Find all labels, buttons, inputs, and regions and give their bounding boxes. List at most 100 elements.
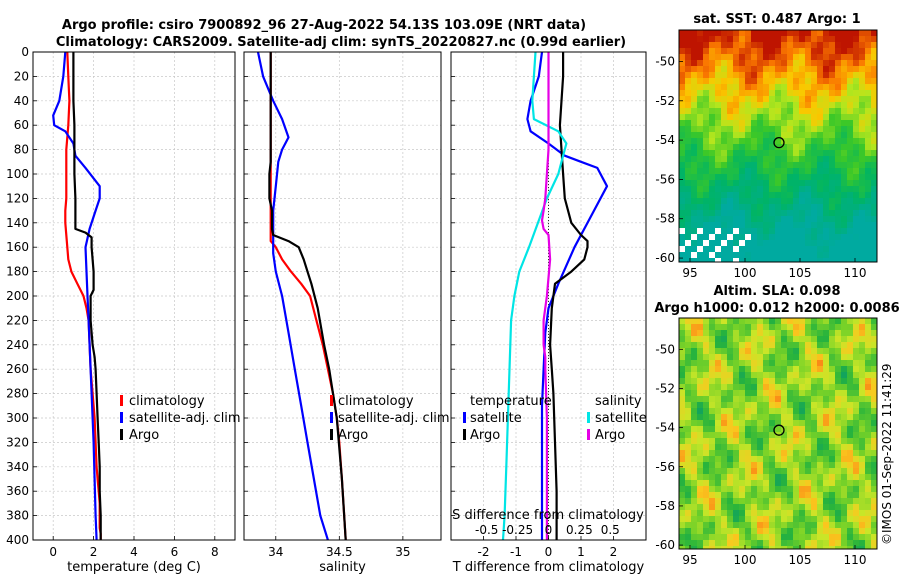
x-tick-label: 6 bbox=[171, 545, 179, 559]
map-frame bbox=[678, 317, 878, 550]
plot-frame bbox=[450, 51, 647, 541]
legend-label-s-satellite: satellite bbox=[595, 411, 647, 426]
legend-label-satellite: satellite-adj. clim bbox=[338, 411, 450, 426]
legend-label-t-argo: Argo bbox=[470, 428, 500, 443]
map-y-tick-label: -56 bbox=[655, 172, 675, 186]
s-difference-axis-label: S difference from climatology bbox=[452, 508, 644, 523]
salinity-legend: climatology satellite-adj. clim Argo bbox=[330, 394, 450, 443]
sla-map: 95 100 105 110 -50 -52 -54 -56 -58 -60 bbox=[655, 317, 878, 567]
map-y-tick-label: -58 bbox=[655, 212, 675, 226]
s-difference-ticks: -0.5 -0.25 0 0.25 0.5 bbox=[475, 523, 620, 537]
sla-map-title-line2: Argo h1000: 0.012 h2000: 0.0086 bbox=[654, 301, 899, 316]
legend-swatch-s-satellite bbox=[587, 412, 590, 423]
difference-panel: -2 -1 0 1 2T difference from climatology bbox=[450, 51, 647, 575]
map-y-tick-label: -52 bbox=[655, 94, 675, 108]
x-axis-label: T difference from climatology bbox=[452, 560, 645, 575]
map-y-tick-label: -56 bbox=[655, 460, 675, 474]
series-line-satellite-adj-clim bbox=[256, 52, 329, 540]
y-tick-label: 380 bbox=[6, 509, 29, 523]
y-tick-label: 0 bbox=[21, 45, 29, 59]
figure-title-line1: Argo profile: csiro 7900892_96 27-Aug-20… bbox=[62, 18, 586, 33]
series-line-t-argo bbox=[548, 52, 589, 540]
salinity-panel: 34 34.5 35 salinity bbox=[243, 51, 442, 575]
y-tick-label: 360 bbox=[6, 484, 29, 498]
legend-label-climatology: climatology bbox=[129, 394, 205, 409]
series-line-argo bbox=[72, 52, 102, 540]
legend-label-argo: Argo bbox=[129, 428, 159, 443]
series-line-argo bbox=[268, 52, 347, 540]
map-frame bbox=[678, 29, 878, 263]
legend-label-climatology: climatology bbox=[338, 394, 414, 409]
map-y-tick-label: -60 bbox=[655, 251, 675, 265]
map-y-tick-label: -60 bbox=[655, 538, 675, 552]
y-tick-label: 280 bbox=[6, 387, 29, 401]
y-tick-label: 60 bbox=[14, 118, 29, 132]
legend-swatch-argo bbox=[120, 429, 123, 440]
map-x-tick-label: 100 bbox=[734, 266, 757, 280]
y-tick-label: 200 bbox=[6, 289, 29, 303]
y-tick-label: 40 bbox=[14, 94, 29, 108]
map-y-tick-label: -50 bbox=[655, 342, 675, 356]
legend-swatch-t-satellite bbox=[463, 412, 466, 423]
x-tick-label: -2 bbox=[478, 545, 490, 559]
map-x-tick-label: 100 bbox=[734, 553, 757, 567]
map-x-tick-label: 95 bbox=[682, 266, 697, 280]
map-x-tick-label: 105 bbox=[789, 266, 812, 280]
y-tick-label: 300 bbox=[6, 411, 29, 425]
x-tick-label: 4 bbox=[130, 545, 138, 559]
map-field bbox=[679, 318, 877, 549]
legend-swatch-climatology bbox=[330, 395, 333, 406]
s-tick-label: 0 bbox=[545, 523, 553, 537]
y-tick-label: 100 bbox=[6, 167, 29, 181]
y-tick-label: 240 bbox=[6, 338, 29, 352]
legend-label-t-satellite: satellite bbox=[470, 411, 522, 426]
legend-label-argo: Argo bbox=[338, 428, 368, 443]
map-x-tick-label: 110 bbox=[844, 553, 867, 567]
x-tick-label: 1 bbox=[577, 545, 585, 559]
y-tick-label: 320 bbox=[6, 435, 29, 449]
y-tick-label: 20 bbox=[14, 69, 29, 83]
s-tick-label: 0.25 bbox=[566, 523, 593, 537]
temperature-panel: 0204060801001201401601802002202402602803… bbox=[6, 45, 236, 575]
s-tick-label: -0.5 bbox=[475, 523, 498, 537]
y-tick-label: 160 bbox=[6, 240, 29, 254]
y-tick-label: 340 bbox=[6, 460, 29, 474]
map-y-tick-label: -52 bbox=[655, 381, 675, 395]
x-tick-label: 0 bbox=[545, 545, 553, 559]
x-tick-label: 34.5 bbox=[326, 545, 353, 559]
map-y-tick-label: -58 bbox=[655, 499, 675, 513]
map-y-tick-label: -50 bbox=[655, 54, 675, 68]
temperature-legend: climatology satellite-adj. clim Argo bbox=[120, 394, 241, 443]
legend-swatch-satellite bbox=[120, 412, 123, 423]
legend-swatch-satellite bbox=[330, 412, 333, 423]
y-tick-label: 400 bbox=[6, 533, 29, 547]
x-axis-label: temperature (deg C) bbox=[67, 560, 201, 575]
argo-location-marker bbox=[773, 137, 785, 149]
x-tick-label: 8 bbox=[211, 545, 219, 559]
legend-swatch-argo bbox=[330, 429, 333, 440]
series-line-satellite-adj-clim bbox=[52, 52, 101, 540]
legend-label-satellite: satellite-adj. clim bbox=[129, 411, 241, 426]
sst-map-title: sat. SST: 0.487 Argo: 1 bbox=[693, 12, 860, 27]
y-tick-label: 120 bbox=[6, 191, 29, 205]
y-tick-label: 80 bbox=[14, 143, 29, 157]
y-tick-label: 140 bbox=[6, 216, 29, 230]
y-tick-label: 260 bbox=[6, 362, 29, 376]
plot-frame bbox=[243, 51, 442, 541]
y-tick-label: 220 bbox=[6, 313, 29, 327]
series-line-s-satellite bbox=[501, 52, 568, 540]
x-tick-label: 2 bbox=[90, 545, 98, 559]
x-tick-label: 2 bbox=[610, 545, 618, 559]
x-tick-label: 35 bbox=[395, 545, 410, 559]
argo-location-marker bbox=[773, 424, 785, 436]
x-tick-label: -1 bbox=[510, 545, 522, 559]
map-field bbox=[679, 30, 877, 262]
sla-map-title-line1: Altim. SLA: 0.098 bbox=[714, 284, 841, 299]
legend-heading-temperature: temperature bbox=[470, 394, 552, 409]
map-y-tick-label: -54 bbox=[655, 421, 675, 435]
s-tick-label: 0.5 bbox=[601, 523, 620, 537]
figure-title-line2: Climatology: CARS2009. Satellite-adj cli… bbox=[56, 35, 626, 50]
x-tick-label: 0 bbox=[49, 545, 57, 559]
legend-swatch-t-argo bbox=[463, 429, 466, 440]
s-tick-label: -0.25 bbox=[502, 523, 533, 537]
